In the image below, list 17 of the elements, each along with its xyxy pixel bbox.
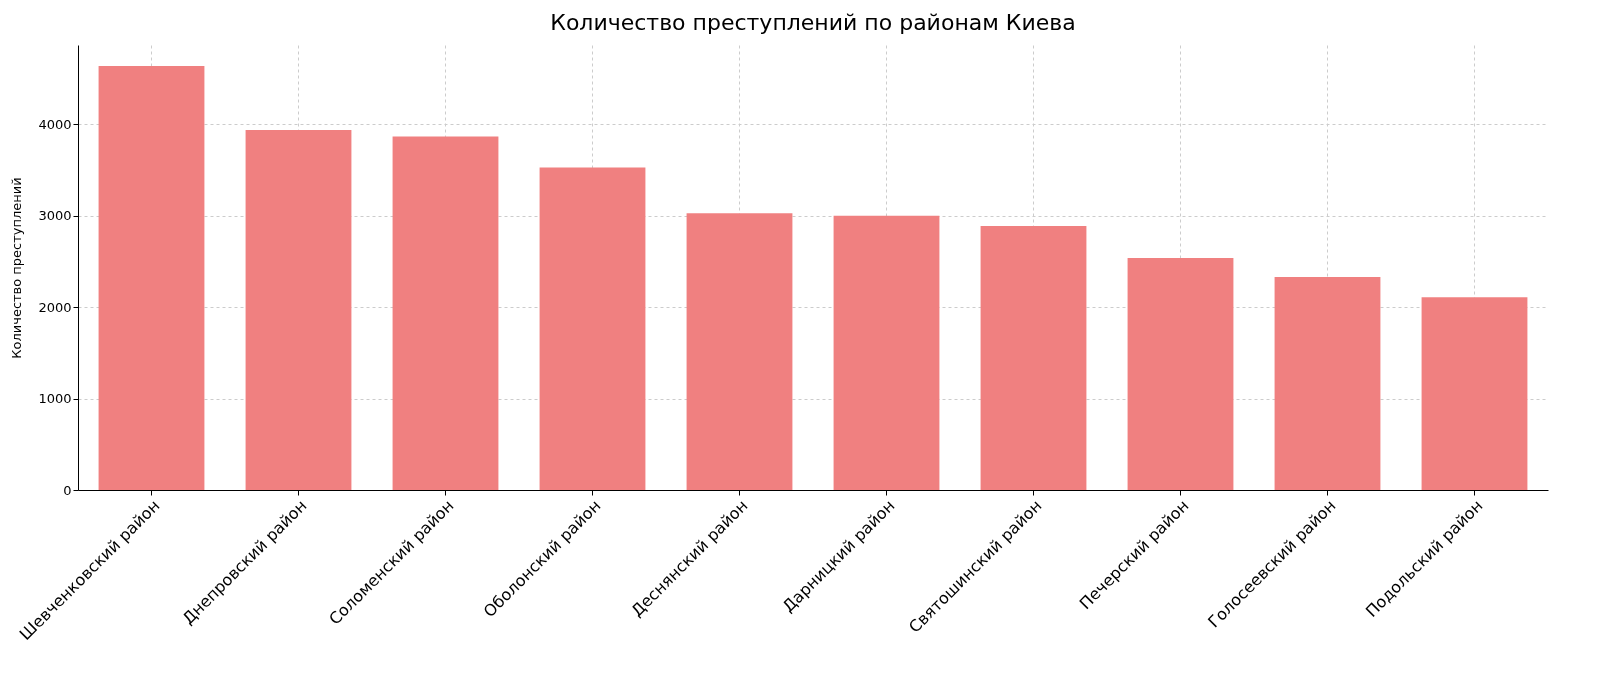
bar	[98, 66, 205, 490]
y-axis-title: Количество преступлений	[9, 177, 25, 359]
bar	[1421, 297, 1528, 490]
y-tick-label: 0	[63, 482, 72, 498]
y-tick-label: 3000	[38, 208, 72, 224]
bar	[833, 215, 940, 490]
bar	[392, 136, 499, 490]
bar	[1127, 257, 1234, 490]
bar	[686, 213, 793, 490]
bar	[539, 167, 646, 490]
bar	[245, 129, 352, 490]
chart-title: Количество преступлений по районам Киева	[550, 10, 1076, 35]
y-tick-label: 1000	[38, 391, 72, 407]
bar	[1274, 277, 1381, 490]
y-tick-label: 2000	[38, 299, 72, 315]
bar	[980, 225, 1087, 490]
y-tick-label: 4000	[38, 117, 72, 132]
